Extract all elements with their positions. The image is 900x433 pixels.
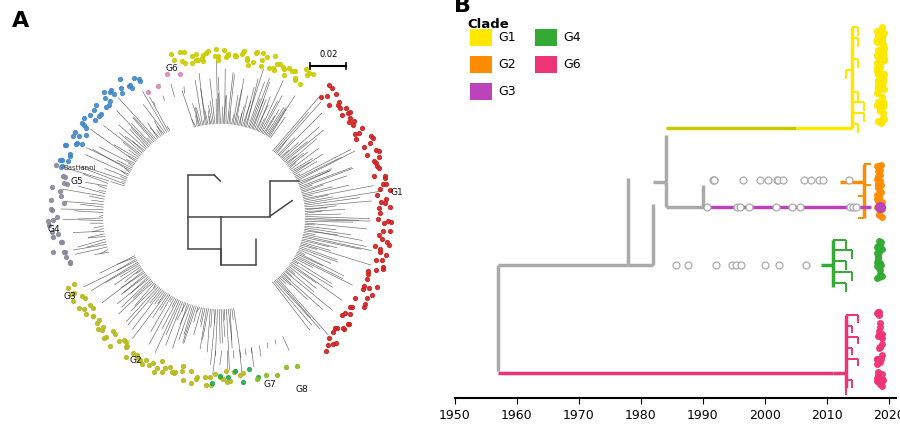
Text: 0.02: 0.02 [320,50,338,59]
Text: G3: G3 [64,292,76,301]
Text: A: A [12,11,29,31]
Text: B: B [454,0,472,16]
Text: Bastianni: Bastianni [64,165,96,171]
Text: Clade: Clade [467,18,508,31]
Text: G5: G5 [70,177,83,186]
Text: G2: G2 [130,356,142,365]
Bar [470,29,491,46]
Text: G8: G8 [296,385,309,394]
Text: G1: G1 [391,188,403,197]
Text: G2: G2 [498,58,516,71]
Text: G3: G3 [498,85,516,98]
Text: G4: G4 [48,225,60,234]
Bar [536,29,557,46]
Text: G6: G6 [563,58,580,71]
Text: G7: G7 [263,380,276,389]
Bar [470,56,491,73]
Bar [536,56,557,73]
Text: G4: G4 [563,31,580,44]
Bar [470,83,491,100]
Text: G1: G1 [498,31,516,44]
Text: G6: G6 [165,65,178,74]
